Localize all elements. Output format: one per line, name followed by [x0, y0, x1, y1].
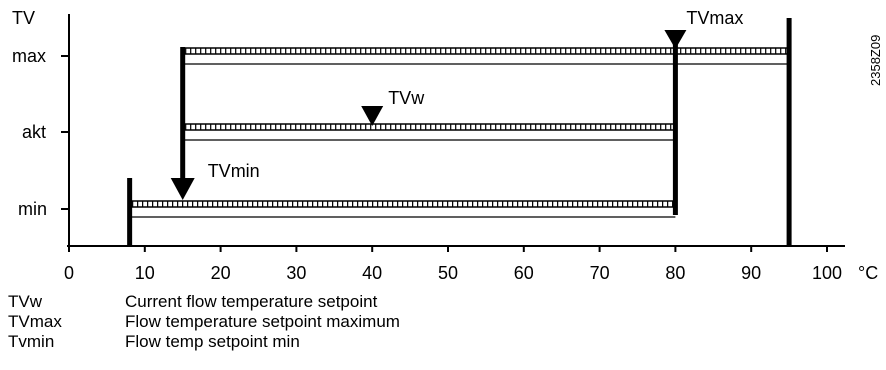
setpoint-band-max — [182, 47, 790, 65]
legend: TVw Current flow temperature setpoint TV… — [8, 292, 400, 352]
marker-tvw: TVw — [361, 88, 425, 126]
legend-key: TVmax — [8, 312, 62, 331]
setpoint-diagram: TV max akt min 0 10 20 30 40 50 60 70 80 90 100 °C… — [12, 8, 883, 283]
x-tick-label: 40 — [362, 263, 382, 283]
x-tick-label: 80 — [665, 263, 685, 283]
legend-key: TVw — [8, 292, 42, 311]
y-axis-label: TV — [12, 8, 35, 28]
tvmin-arrow-head — [170, 178, 195, 200]
x-tick-label: 50 — [438, 263, 458, 283]
legend-description: Flow temp setpoint min — [125, 332, 300, 351]
x-tick-label: 0 — [64, 263, 74, 283]
x-tick-label: 20 — [211, 263, 231, 283]
x-axis-unit: °C — [858, 263, 878, 283]
legend-row-tvw: TVw Current flow temperature setpoint — [8, 292, 400, 312]
x-tick-label: 100 — [812, 263, 842, 283]
figure-id: 2358Z09 — [868, 35, 883, 86]
setpoint-band-min — [129, 200, 676, 218]
low-limit-bar — [127, 178, 133, 246]
legend-description: Flow temperature setpoint maximum — [125, 312, 400, 331]
tvw-label: TVw — [388, 88, 425, 108]
legend-description: Current flow temperature setpoint — [125, 292, 378, 311]
y-level-label-akt: akt — [22, 122, 46, 142]
tvmin-arrow-shaft — [180, 47, 186, 180]
tvmax-label: TVmax — [686, 8, 743, 28]
legend-row-tvmin: Tvmin Flow temp setpoint min — [8, 332, 400, 352]
x-tick-label: 60 — [514, 263, 534, 283]
tvw-arrow-head — [361, 106, 384, 126]
tvmin-label: TVmin — [208, 161, 260, 181]
marker-tvmax: TVmax — [664, 8, 743, 49]
x-tick-label: 30 — [286, 263, 306, 283]
setpoint-bands — [129, 47, 790, 218]
y-level-label-max: max — [12, 46, 46, 66]
x-tick-label: 70 — [590, 263, 610, 283]
legend-key: Tvmin — [8, 332, 55, 351]
tvmax-arrow-head — [664, 30, 687, 49]
x-axis-ticks: 0 10 20 30 40 50 60 70 80 90 100 — [64, 246, 842, 283]
marker-tvmin: TVmin — [170, 47, 260, 200]
tvmax-connector-bar — [672, 40, 678, 215]
high-limit-bar — [786, 18, 792, 246]
x-tick-label: 10 — [135, 263, 155, 283]
setpoint-band-akt — [182, 123, 676, 141]
x-tick-label: 90 — [741, 263, 761, 283]
y-level-label-min: min — [18, 199, 47, 219]
legend-row-tvmax: TVmax Flow temperature setpoint maximum — [8, 312, 400, 332]
